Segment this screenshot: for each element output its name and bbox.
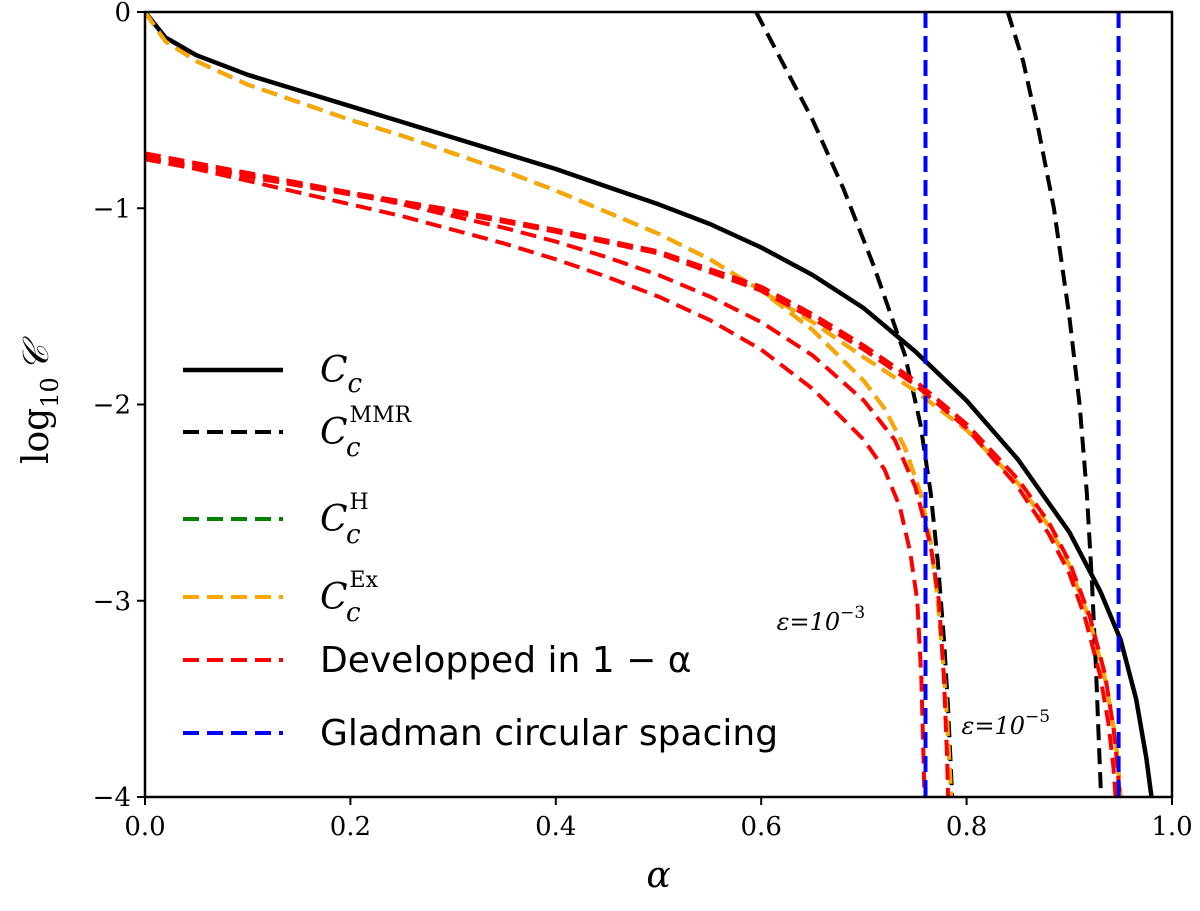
series-line-2 <box>1005 12 1104 797</box>
y-tick-label: −2 <box>93 391 131 421</box>
series-line-10 <box>145 155 1122 797</box>
y-tick-label: −3 <box>93 587 131 617</box>
series-line-5 <box>760 288 1123 797</box>
legend-label-Dev: Developped in 1 − α <box>320 640 691 681</box>
series-line-8 <box>145 151 951 797</box>
series-line-7 <box>145 157 927 797</box>
y-tick-label: 0 <box>114 0 131 28</box>
x-tick-label: 1.0 <box>1151 812 1192 842</box>
epsilon-annotation: ε=10−3 <box>777 603 866 636</box>
legend-label-CcMMR: CMMR c <box>320 403 413 463</box>
x-tick-label: 0.4 <box>535 812 576 842</box>
series-line-6 <box>760 288 1123 797</box>
x-tick-label: 0.0 <box>124 812 165 842</box>
y-tick-label: −1 <box>93 194 131 224</box>
axis-ticks: 0.0 0.2 0.4 0.6 0.8 1.0 0 −1 −2 −3 −4 <box>93 0 1193 842</box>
legend-label-Cc: Cc <box>320 350 363 399</box>
x-tick-label: 0.2 <box>330 812 371 842</box>
plot-lines <box>145 12 1154 797</box>
series-line-9 <box>145 157 1118 797</box>
legend-label-CcH: CH c <box>320 490 369 550</box>
y-axis-label: log10𝒞 <box>16 335 64 464</box>
x-tick-label: 0.8 <box>946 812 987 842</box>
x-axis-label: α <box>646 855 670 896</box>
y-tick-label: −4 <box>93 783 131 813</box>
legend-label-CcEx: CEx c <box>320 568 379 628</box>
epsilon-annotation: ε=10−5 <box>961 707 1050 740</box>
annotations: ε=10−3 ε=10−5 <box>777 603 1050 740</box>
series-line-0 <box>145 12 1154 797</box>
x-tick-label: 0.6 <box>741 812 782 842</box>
legend-label-Glad: Gladman circular spacing <box>320 713 778 754</box>
series-line-4 <box>145 12 954 797</box>
